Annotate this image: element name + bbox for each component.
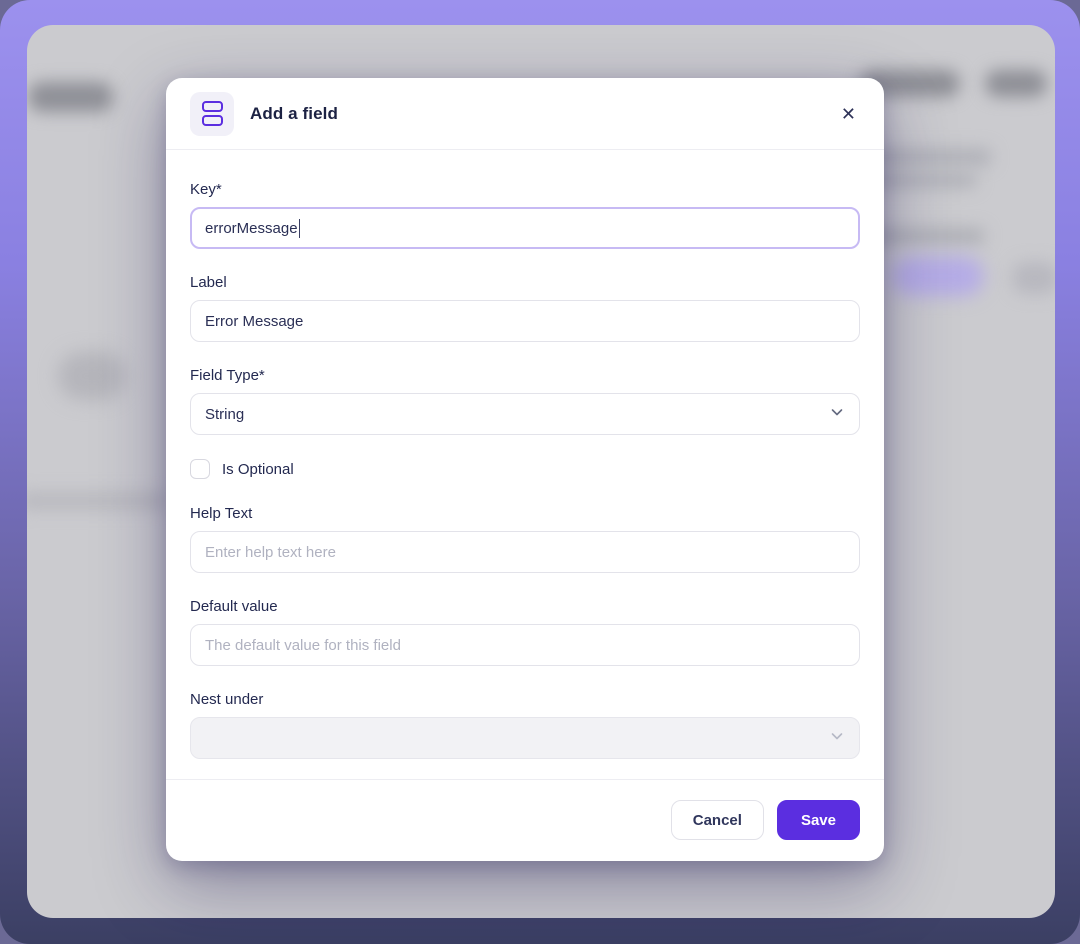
label-label: Label — [190, 274, 227, 291]
key-input[interactable]: errorMessage — [190, 207, 860, 249]
modal-body: Key* errorMessage Label Field Type* Stri… — [166, 150, 884, 759]
default-value-input[interactable] — [190, 624, 860, 666]
save-button[interactable]: Save — [776, 800, 860, 840]
is-optional-group: Is Optional — [190, 459, 860, 479]
label-field-group: Label — [190, 273, 860, 342]
stack-rect-top — [201, 101, 223, 112]
close-icon: ✕ — [840, 103, 856, 124]
modal-header: Add a field ✕ — [166, 78, 884, 150]
text-caret — [298, 218, 301, 238]
help-text-group: Help Text — [190, 504, 860, 573]
key-field-group: Key* errorMessage — [190, 180, 860, 249]
blurred-text-line — [867, 228, 985, 244]
help-text-label: Help Text — [190, 505, 253, 522]
stack-rect-bottom — [201, 115, 223, 126]
blurred-heading-blob — [985, 70, 1047, 97]
key-input-value: errorMessage — [205, 219, 298, 237]
chevron-down-icon — [829, 404, 845, 424]
field-type-group: Field Type* String — [190, 366, 860, 435]
field-stack-icon — [190, 91, 234, 136]
add-field-modal: Add a field ✕ Key* errorMessage Label Fi… — [166, 78, 884, 861]
is-optional-checkbox[interactable] — [190, 459, 210, 479]
modal-title: Add a field — [250, 103, 338, 123]
field-type-select[interactable]: String — [190, 393, 860, 435]
blurred-text-line — [867, 148, 992, 166]
blurred-gray-blob — [1012, 262, 1055, 294]
close-button[interactable]: ✕ — [837, 101, 860, 127]
help-text-input[interactable] — [190, 531, 860, 573]
blurred-logo-blob — [28, 82, 113, 112]
cancel-button[interactable]: Cancel — [670, 800, 764, 840]
chevron-down-icon — [829, 728, 845, 748]
field-type-value: String — [205, 405, 245, 423]
blurred-badge-blob — [58, 352, 126, 400]
default-value-label: Default value — [190, 598, 278, 615]
modal-footer: Cancel Save — [166, 779, 884, 861]
nest-under-label: Nest under — [190, 691, 264, 708]
nest-under-select[interactable] — [190, 717, 860, 759]
is-optional-label[interactable]: Is Optional — [222, 460, 294, 478]
label-input[interactable] — [190, 300, 860, 342]
blurred-text-line — [867, 172, 977, 188]
default-value-group: Default value — [190, 597, 860, 666]
blurred-text-line — [27, 492, 169, 510]
blurred-purple-button — [892, 256, 984, 296]
field-type-label: Field Type* — [190, 367, 265, 384]
nest-under-group: Nest under — [190, 690, 860, 759]
key-label: Key* — [190, 181, 222, 198]
